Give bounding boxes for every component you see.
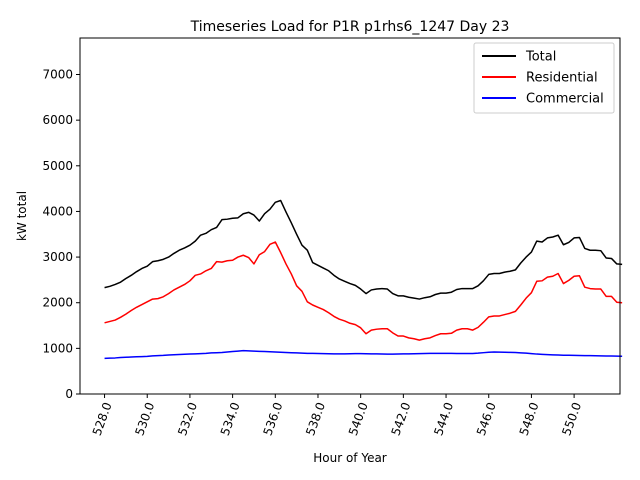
- series-line-commercial: [104, 349, 623, 360]
- series-line-total: [104, 199, 623, 300]
- series-line-residential: [104, 241, 623, 341]
- y-tick-label: 6000: [42, 113, 73, 127]
- y-tick-label: 5000: [42, 159, 73, 173]
- y-axis-label: kW total: [15, 191, 29, 241]
- legend-label-commercial: Commercial: [526, 92, 604, 107]
- y-tick-label: 3000: [42, 250, 73, 264]
- legend: Total Residential Commercial: [473, 42, 615, 114]
- y-tick-label: 7000: [42, 68, 73, 82]
- legend-box: [473, 42, 615, 114]
- chart-title: Timeseries Load for P1R p1rhs6_1247 Day …: [190, 19, 510, 35]
- y-tick-label: 2000: [42, 296, 73, 310]
- plot-series: [104, 199, 623, 360]
- y-axis: 0 1000 2000 3000 4000 5000 6000 7000: [42, 68, 80, 401]
- y-tick-label: 4000: [42, 204, 73, 218]
- legend-label-total: Total: [525, 50, 556, 65]
- plot-frame: [79, 37, 621, 395]
- legend-label-residential: Residential: [526, 71, 598, 86]
- y-tick-label: 0: [65, 387, 73, 401]
- y-tick-label: 1000: [42, 341, 73, 355]
- x-axis-label: Hour of Year: [313, 451, 387, 465]
